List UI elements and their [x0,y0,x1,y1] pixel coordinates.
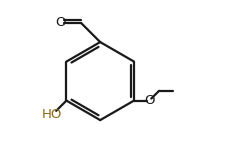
Text: HO: HO [42,108,63,121]
Text: O: O [144,94,155,107]
Text: O: O [55,16,66,29]
